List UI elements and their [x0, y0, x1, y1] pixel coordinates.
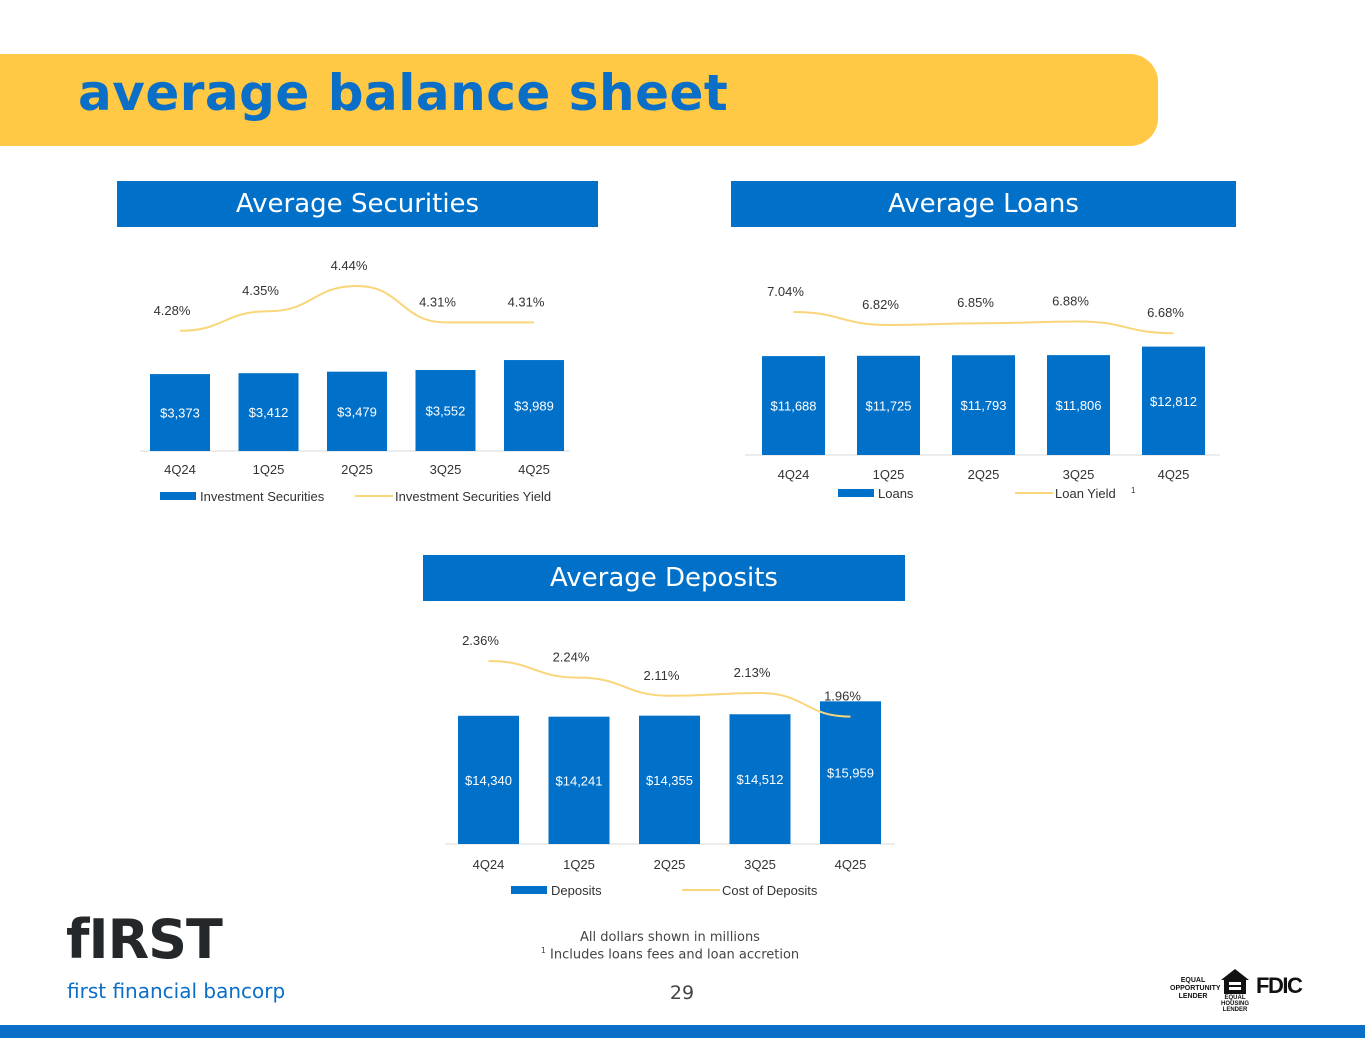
- line-value-label: 2.11%: [644, 668, 680, 683]
- line-value-label: 4.44%: [331, 258, 368, 273]
- line-value-label: 7.04%: [767, 284, 804, 299]
- page-title: average balance sheet: [78, 64, 729, 122]
- footnote-loan-fees-text: Includes loans fees and loan accretion: [545, 947, 800, 963]
- deposits-chart-title: Average Deposits: [423, 555, 905, 601]
- legend-bar-label: Loans: [878, 486, 914, 501]
- bar-4Q25: [1142, 346, 1205, 455]
- bar-value-label: $14,512: [737, 772, 784, 787]
- bar-value-label: $3,552: [426, 404, 466, 419]
- fdic-badge: FDIC: [1256, 973, 1303, 998]
- bar-value-label: $11,806: [1055, 398, 1101, 413]
- bar-4Q24: [150, 374, 210, 451]
- bar-value-label: $11,793: [960, 398, 1006, 413]
- footnote-loan-fees: 1 Includes loans fees and loan accretion: [520, 946, 820, 962]
- company-logo-tagline: first financial bancorp: [67, 979, 286, 1003]
- bar-4Q24: [458, 715, 519, 844]
- bar-value-label: $12,812: [1150, 394, 1197, 409]
- category-label: 3Q25: [430, 462, 462, 477]
- footnote-marker: 1: [540, 946, 546, 955]
- securities-chart-title: Average Securities: [117, 181, 598, 227]
- bar-value-label: $3,479: [337, 404, 377, 419]
- bar-1Q25: [857, 355, 920, 455]
- line-value-label: 4.31%: [508, 294, 545, 309]
- bar-value-label: $14,355: [646, 773, 693, 788]
- line-value-label: 1.96%: [824, 689, 861, 704]
- line-value-label: 6.85%: [957, 295, 994, 310]
- bar-4Q25: [820, 701, 881, 844]
- category-label: 4Q25: [835, 857, 867, 872]
- line-value-label: 6.88%: [1052, 293, 1089, 308]
- line-value-label: 2.36%: [462, 633, 499, 648]
- bar-1Q25: [548, 716, 610, 844]
- bottom-bar: [0, 1025, 1365, 1038]
- securities-chart: $3,373 4Q24 $3,412 1Q25 $3,479 2Q25 $3,552 3Q25…: [140, 258, 570, 504]
- category-label: 4Q24: [164, 462, 196, 477]
- category-label: 4Q24: [473, 857, 505, 872]
- legend-line-label: Loan Yield: [1055, 486, 1116, 501]
- bar-value-label: $14,340: [465, 773, 512, 788]
- loans-chart: $11,688 4Q24 $11,725 1Q25 $11,793 2Q25 $11,806…: [745, 284, 1220, 501]
- line-value-label: 6.82%: [862, 297, 899, 312]
- equal-housing-icon: [1221, 969, 1249, 994]
- bar-2Q25: [327, 371, 387, 451]
- company-logo-wordmark: fIRST: [66, 908, 223, 971]
- equal-opportunity-lender-badge: EQUAL OPPORTUNITY LENDER: [1170, 977, 1221, 1000]
- legend-bar-label: Investment Securities: [200, 489, 325, 504]
- category-label: 2Q25: [341, 462, 373, 477]
- legend-line-label: Cost of Deposits: [722, 883, 818, 898]
- legend-bar-label: Deposits: [551, 883, 602, 898]
- loans-chart-title: Average Loans: [731, 181, 1236, 227]
- legend-footnote-marker: 1: [1131, 486, 1136, 495]
- series-line-investment-securities-yield: [179, 284, 534, 332]
- category-label: 1Q25: [873, 467, 905, 482]
- bar-4Q24: [762, 356, 825, 455]
- bar-value-label: $15,959: [827, 766, 874, 781]
- line-value-label: 2.13%: [734, 665, 771, 680]
- category-label: 2Q25: [968, 467, 1000, 482]
- bar-2Q25: [639, 715, 700, 844]
- legend-bar-swatch: [838, 489, 874, 497]
- line-value-label: 4.28%: [154, 303, 191, 318]
- line-value-label: 6.68%: [1147, 305, 1184, 320]
- bar-value-label: $3,373: [160, 406, 200, 421]
- category-label: 3Q25: [744, 857, 776, 872]
- title-band: [0, 54, 1158, 146]
- bar-value-label: $11,725: [865, 398, 911, 413]
- bar-3Q25: [415, 370, 476, 451]
- bar-value-label: $14,241: [556, 773, 603, 788]
- series-line-cost-of-deposits: [488, 660, 851, 718]
- bar-4Q25: [504, 360, 564, 451]
- category-label: 4Q25: [518, 462, 550, 477]
- category-label: 2Q25: [654, 857, 686, 872]
- bar-value-label: $11,688: [770, 399, 816, 414]
- equal-housing-lender-text: EQUAL HOUSING LENDER: [1220, 995, 1249, 1013]
- bar-value-label: $3,989: [514, 399, 554, 414]
- footnote-dollars: All dollars shown in millions: [580, 930, 760, 945]
- series-line-loan-yield: [793, 311, 1174, 335]
- legend-line-label: Investment Securities Yield: [395, 489, 551, 504]
- category-label: 4Q24: [778, 467, 810, 482]
- bar-3Q25: [729, 714, 791, 844]
- legend-bar-swatch: [511, 886, 547, 894]
- category-label: 1Q25: [563, 857, 595, 872]
- line-value-label: 4.35%: [242, 283, 279, 298]
- deposits-chart: $14,340 4Q24 $14,241 1Q25 $14,355 2Q25 $14,512…: [445, 633, 895, 898]
- bar-1Q25: [238, 373, 299, 451]
- category-label: 1Q25: [253, 462, 285, 477]
- line-value-label: 4.31%: [419, 294, 456, 309]
- category-label: 3Q25: [1063, 467, 1095, 482]
- legend-bar-swatch: [160, 492, 196, 500]
- page-number: 29: [669, 982, 695, 1004]
- bar-2Q25: [952, 355, 1015, 455]
- bar-value-label: $3,412: [249, 405, 289, 420]
- line-value-label: 2.24%: [553, 650, 590, 665]
- category-label: 4Q25: [1158, 467, 1190, 482]
- bar-3Q25: [1047, 355, 1110, 455]
